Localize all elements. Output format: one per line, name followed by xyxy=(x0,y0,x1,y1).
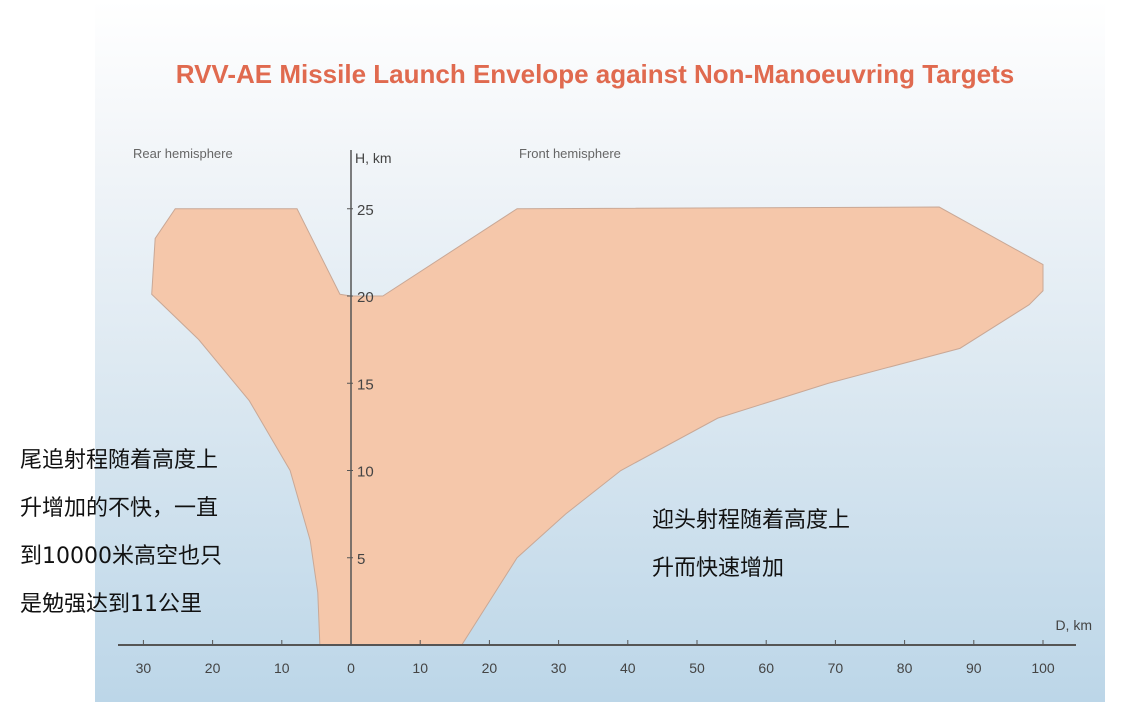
x-tick-label: 60 xyxy=(758,660,774,676)
chart-title: RVV-AE Missile Launch Envelope against N… xyxy=(176,59,1014,89)
x-tick-label: 20 xyxy=(205,660,221,676)
x-tick-label: 0 xyxy=(347,660,355,676)
y-axis-label: H, km xyxy=(355,150,392,166)
left-annotation-line: 是勉强达到11公里 xyxy=(20,592,202,617)
x-tick-label: 20 xyxy=(482,660,498,676)
x-tick-label: 40 xyxy=(620,660,636,676)
right-annotation: 迎头射程随着高度上 升而快速增加 xyxy=(652,497,850,593)
right-annotation-line: 迎头射程随着高度上 xyxy=(652,508,851,533)
y-tick-label: 20 xyxy=(357,289,374,306)
x-tick-label: 30 xyxy=(551,660,567,676)
envelope-area xyxy=(151,206,1044,646)
rear-hemisphere-label: Rear hemisphere xyxy=(133,146,233,161)
x-tick-label: 50 xyxy=(689,660,705,676)
x-tick-label: 30 xyxy=(136,660,152,676)
left-annotation-line: 升增加的不快，一直 xyxy=(20,496,219,521)
x-tick-label: 10 xyxy=(412,660,428,676)
x-tick-label: 90 xyxy=(966,660,982,676)
y-tick-label: 5 xyxy=(357,551,365,568)
y-tick-label: 25 xyxy=(357,202,374,219)
right-annotation-line: 升而快速增加 xyxy=(652,556,785,581)
x-tick-label: 100 xyxy=(1031,660,1055,676)
y-tick-label: 15 xyxy=(357,376,374,393)
left-annotation-line: 到10000米高空也只 xyxy=(20,544,222,569)
x-tick-label: 70 xyxy=(828,660,844,676)
left-annotation: 尾追射程随着高度上 升增加的不快，一直 到10000米高空也只 是勉强达到11公… xyxy=(20,437,222,629)
x-tick-label: 80 xyxy=(897,660,913,676)
left-annotation-line: 尾追射程随着高度上 xyxy=(20,448,219,473)
x-axis-label: D, km xyxy=(1055,617,1092,633)
x-tick-label: 10 xyxy=(274,660,290,676)
y-tick-label: 10 xyxy=(357,464,374,481)
front-hemisphere-label: Front hemisphere xyxy=(519,146,621,161)
